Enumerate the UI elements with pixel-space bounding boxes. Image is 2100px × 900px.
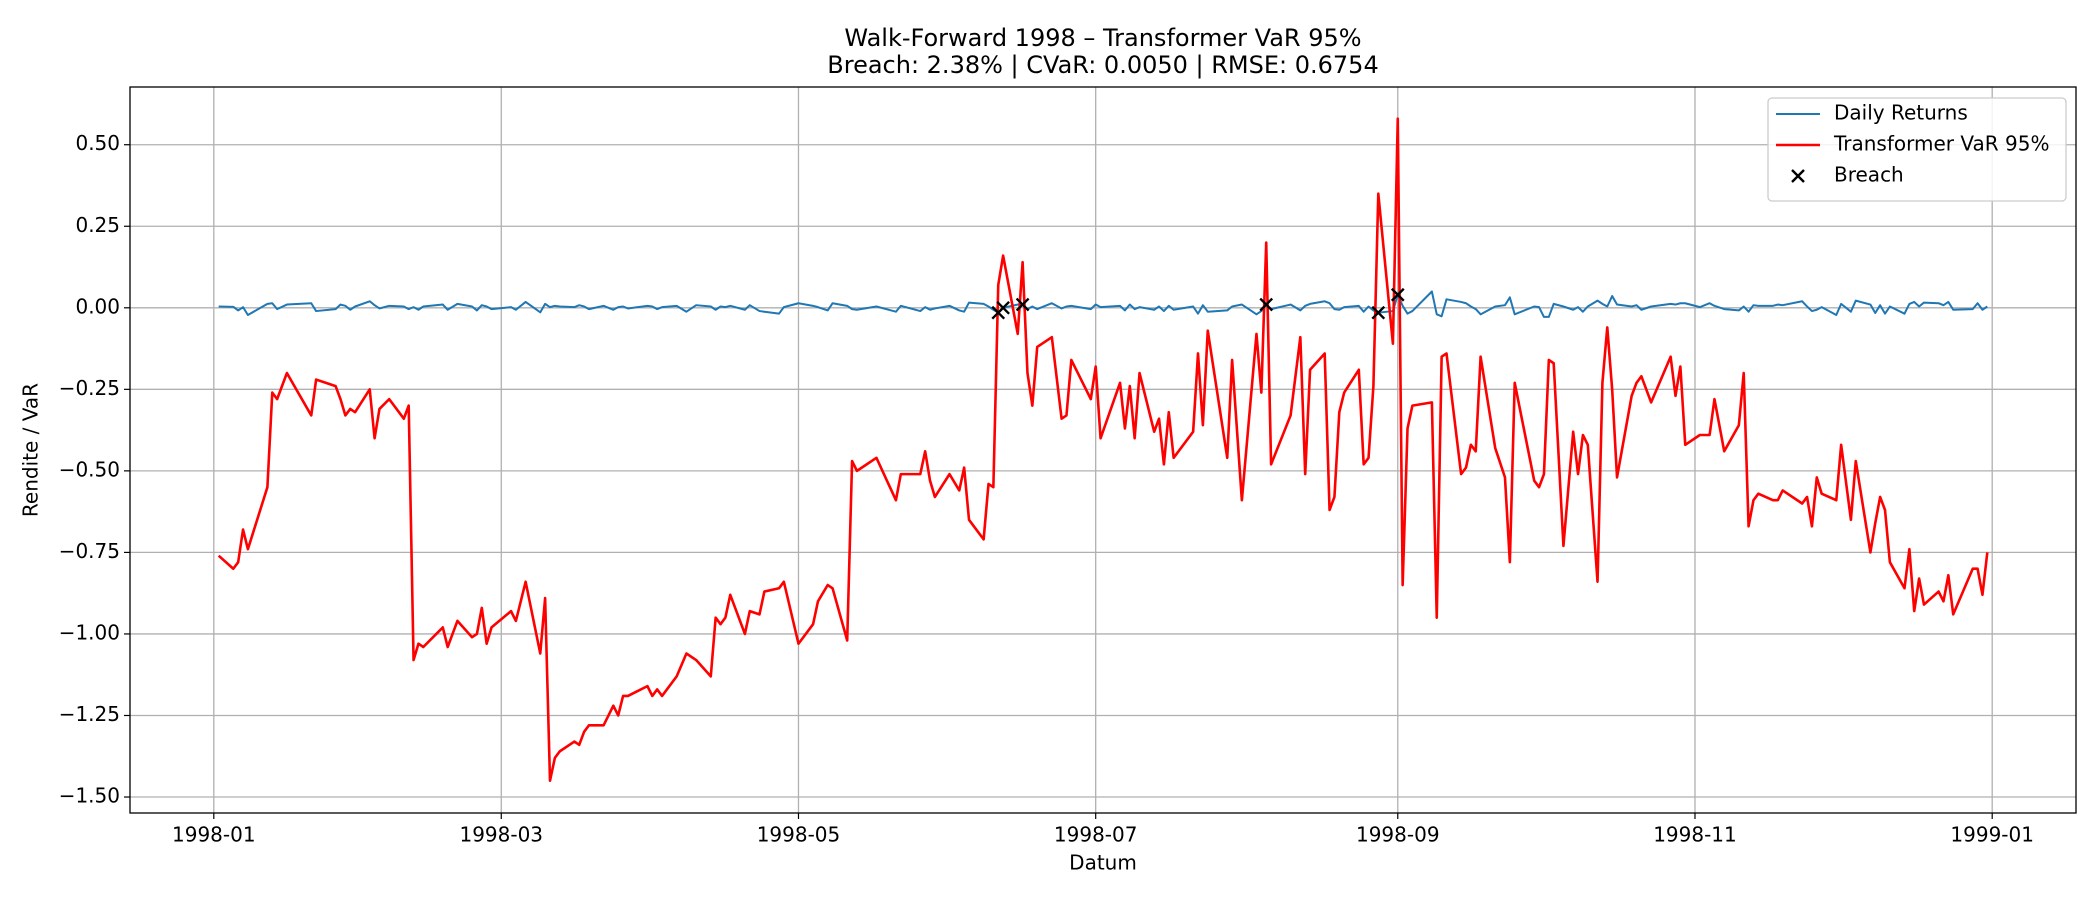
x-axis-label: Datum: [1069, 851, 1137, 875]
y-tick-label: 0.25: [75, 213, 120, 237]
legend-marker: [1791, 169, 1805, 183]
y-tick-label: −0.50: [59, 457, 120, 481]
line-series: [218, 290, 1988, 318]
plot-frame: [129, 86, 2077, 814]
legend-box: [1767, 97, 2067, 202]
y-tick-label: 0.50: [75, 131, 120, 155]
y-tick-label: −0.25: [59, 376, 120, 400]
legend-label: Daily Returns: [1834, 101, 1968, 125]
breach-marker: [1259, 297, 1274, 312]
x-tick-label: 1998-05: [757, 823, 841, 847]
y-tick-label: −0.75: [59, 539, 120, 563]
breach-marker: [996, 300, 1010, 315]
legend-label: Breach: [1834, 163, 1904, 187]
x-tick-label: 1998-09: [1356, 823, 1440, 847]
legend-label: Transformer VaR 95%: [1833, 132, 2049, 156]
line-series: [217, 117, 1989, 783]
y-tick-label: −1.25: [59, 702, 120, 726]
y-axis-label: Rendite / VaR: [19, 383, 43, 517]
plot-area: [217, 117, 1989, 783]
x-tick-label: 1999-01: [1950, 823, 2034, 847]
x-tick-label: 1998-03: [459, 823, 543, 847]
y-tick-label: −1.50: [59, 784, 120, 808]
legend: Daily Returns Transformer VaR 95% Breach: [1767, 97, 2067, 202]
breach-marker: [1390, 287, 1405, 302]
breach-marker: [1371, 305, 1386, 320]
chart-subtitle: Breach: 2.38% | CVaR: 0.0050 | RMSE: 0.6…: [827, 51, 1378, 79]
x-tick-label: 1998-07: [1054, 823, 1138, 847]
x-tick-label: 1998-11: [1653, 823, 1737, 847]
x-tick-label: 1998-01: [172, 823, 256, 847]
y-tick-label: −1.00: [59, 620, 120, 644]
chart-title: Walk-Forward 1998 – Transformer VaR 95%: [844, 24, 1361, 52]
y-tick-label: 0.00: [75, 294, 120, 318]
breach-marker: [1015, 297, 1030, 312]
